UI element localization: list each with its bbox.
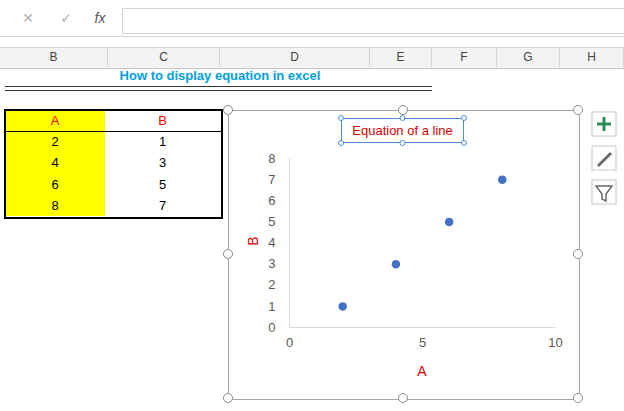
svg-text:8: 8 [268,151,275,166]
html-text:H: H [587,50,596,64]
html-text:A: A [50,113,60,128]
html-text:B: B [49,50,58,64]
html-text:fx: fx [94,10,106,26]
svg-text:3: 3 [268,256,275,271]
html-text:A: A [417,363,427,379]
html-text:B: B [245,236,261,246]
html-text:3: 3 [158,155,167,171]
svg-text:10: 10 [548,335,562,350]
html-text:D: D [290,50,299,64]
html-text:C: C [159,50,168,64]
svg-text:0: 0 [286,335,293,350]
html-text:1: 1 [158,134,167,150]
html-text:G: G [523,50,533,64]
svg-text:5: 5 [419,335,426,350]
html-text:2: 2 [51,134,59,150]
html-text:7: 7 [158,197,167,213]
svg-text:5: 5 [268,214,275,229]
html-text:F: F [460,50,468,64]
html-text:E: E [396,50,405,64]
svg-text:6: 6 [268,193,275,208]
html-text:How to display equation in exc: How to display equation in excel [119,68,321,83]
html-text:B: B [158,113,167,128]
html-text:8: 8 [51,197,59,213]
svg-text:1: 1 [268,299,275,314]
svg-text:2: 2 [268,277,275,292]
html-text:5: 5 [158,176,167,192]
html-text:4: 4 [51,155,59,171]
svg-text:0: 0 [268,320,275,335]
svg-text:4: 4 [268,235,275,250]
html-text:Equation of a line: Equation of a line [352,123,453,138]
html-text:6: 6 [51,176,59,192]
svg-text:7: 7 [268,172,275,187]
